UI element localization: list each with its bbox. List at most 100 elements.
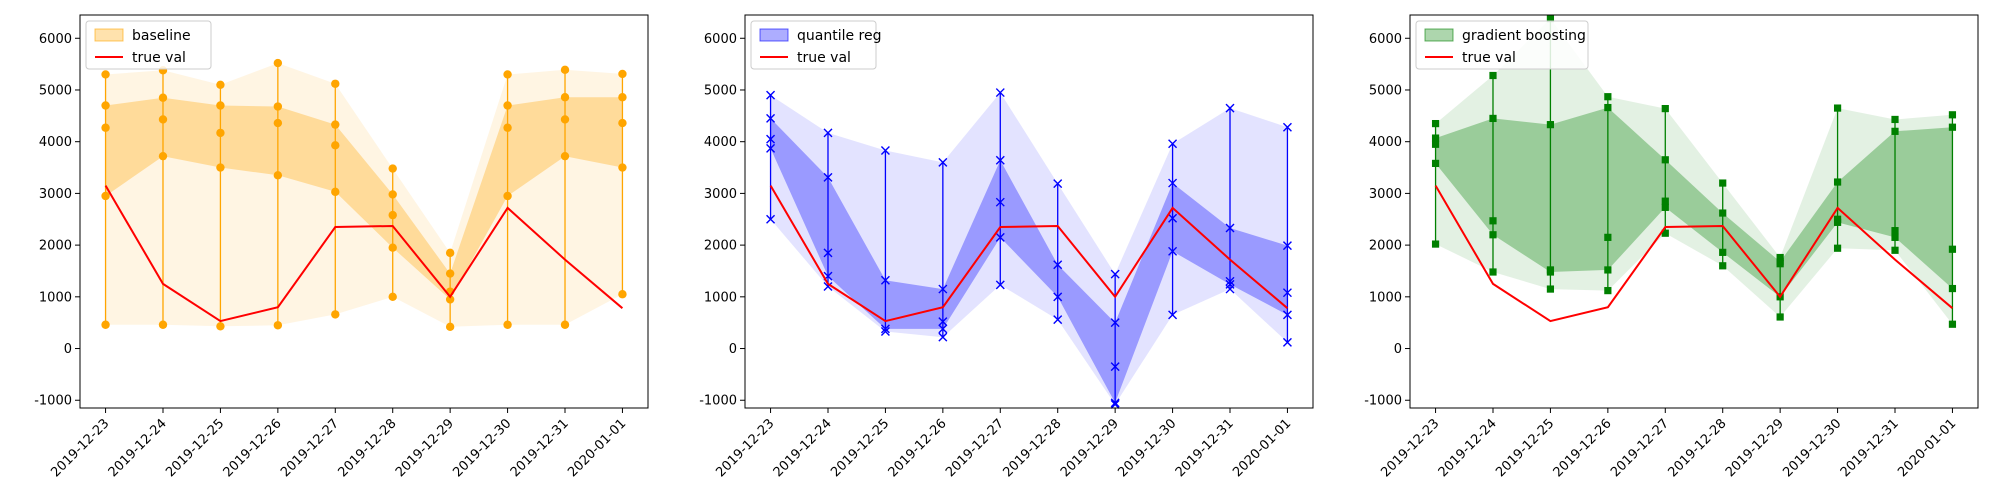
- quantile-point: [618, 163, 627, 172]
- axes-frame: [744, 14, 1314, 409]
- quantile-point: [1891, 115, 1899, 124]
- quantile-point: [1833, 215, 1842, 223]
- y-tick-label: 5000: [1369, 83, 1402, 98]
- x-tick-label: 2019-12-27: [943, 416, 1007, 480]
- y-tick-label: -1000: [1364, 394, 1402, 409]
- quantile-point: [503, 123, 512, 132]
- quantile-point: [995, 232, 1005, 242]
- legend-line-label: true val: [132, 50, 186, 66]
- quantile-point: [1546, 121, 1555, 129]
- quantile-point: [1719, 179, 1727, 187]
- quantile-point: [823, 281, 833, 291]
- quantile-point: [1225, 223, 1235, 233]
- quantile-point: [1604, 103, 1612, 112]
- chart-panel-1: -1000 0 1000 2000 3000 4000 5000 6000 2019-12-23…: [34, 14, 649, 480]
- legend-band-label: baseline: [132, 28, 191, 44]
- x-tick-label: 2020-01-01: [1230, 416, 1294, 480]
- quantile-point: [1604, 266, 1612, 274]
- quantile-point: [1948, 111, 1957, 119]
- quantile-point: [938, 324, 948, 334]
- quantile-point: [1891, 233, 1899, 241]
- quantile-point: [1661, 229, 1669, 237]
- quantile-point: [1546, 285, 1555, 293]
- quantile-point: [445, 248, 455, 258]
- quantile-point: [1719, 209, 1727, 217]
- x-tick-label: 2019-12-31: [1173, 416, 1237, 480]
- quantile-point: [1833, 178, 1842, 186]
- quantile-point: [618, 118, 627, 128]
- x-tick-label: 2019-12-29: [1058, 416, 1122, 480]
- quantile-point: [1604, 233, 1612, 241]
- quantile-point: [1948, 320, 1957, 328]
- quantile-point: [1431, 140, 1440, 148]
- y-tick-label: 5000: [704, 83, 737, 98]
- quantile-point: [1661, 156, 1669, 164]
- quantile-point: [560, 151, 570, 161]
- quantile-point: [273, 321, 283, 330]
- x-tick-label: 2019-12-25: [828, 416, 892, 480]
- quantile-point: [766, 143, 776, 153]
- quantile-point: [158, 115, 168, 124]
- x-tick-label: 2019-12-31: [508, 416, 572, 480]
- x-tick-label: 2019-12-25: [163, 416, 227, 480]
- quantile-point: [1833, 104, 1842, 112]
- quantile-point: [503, 320, 512, 329]
- quantile-point: [1546, 15, 1555, 23]
- x-tick-label: 2020-01-01: [1895, 416, 1959, 480]
- quantile-point: [1431, 240, 1440, 248]
- x-tick-label: 2019-12-23: [48, 416, 112, 480]
- x-tick-label: 2019-12-28: [1001, 416, 1065, 480]
- quantile-point: [1489, 231, 1497, 239]
- x-tick-label: 2019-12-31: [1838, 416, 1902, 480]
- x-tick-label: 2019-12-27: [1608, 416, 1672, 480]
- inner-interval-band: [105, 97, 623, 300]
- y-tick-label: 0: [64, 342, 72, 357]
- quantile-point: [1891, 127, 1899, 135]
- y-tick-label: 3000: [39, 187, 72, 202]
- quantile-point: [823, 128, 833, 138]
- quantile-point: [1110, 318, 1120, 328]
- quantile-point: [1053, 315, 1063, 325]
- quantile-point: [938, 317, 948, 327]
- y-tick-label: 6000: [1369, 32, 1402, 47]
- y-tick-label: 0: [1394, 342, 1402, 357]
- x-tick-label: 2019-12-23: [1378, 416, 1442, 480]
- quantile-point: [1661, 104, 1669, 113]
- x-tick-label: 2019-12-30: [450, 416, 514, 480]
- quantile-point: [445, 295, 455, 304]
- legend-band-label: quantile reg: [797, 28, 882, 44]
- quantile-point: [938, 284, 948, 294]
- quantile-point: [1110, 399, 1120, 409]
- quantile-point: [445, 269, 455, 278]
- quantile-point: [618, 93, 627, 102]
- quantile-point: [618, 290, 627, 299]
- quantile-point: [1891, 246, 1899, 254]
- y-tick-label: 0: [729, 342, 737, 357]
- quantile-point: [766, 214, 776, 224]
- quantile-point: [1489, 114, 1497, 123]
- quantile-point: [503, 101, 512, 110]
- legend-band-swatch: [759, 28, 789, 42]
- quantile-point: [880, 324, 890, 334]
- quantile-point: [101, 320, 110, 329]
- x-tick-label: 2019-12-29: [1723, 416, 1787, 480]
- quantile-point: [1776, 258, 1784, 266]
- quantile-point: [331, 120, 340, 129]
- quantile-point: [388, 190, 397, 199]
- quantile-point: [1225, 276, 1235, 286]
- quantile-point: [273, 58, 283, 68]
- quantile-point: [560, 320, 570, 329]
- quantile-point: [1110, 362, 1120, 372]
- quantile-point: [766, 134, 776, 144]
- quantile-point: [618, 69, 627, 79]
- y-tick-label: 1000: [1369, 290, 1402, 305]
- quantile-point: [1604, 287, 1612, 295]
- outer-interval-band: [770, 92, 1288, 405]
- quantile-point: [1489, 268, 1497, 276]
- y-tick-label: -1000: [699, 394, 737, 409]
- x-tick-label: 2019-12-23: [713, 416, 777, 480]
- quantile-point: [560, 115, 570, 124]
- x-tick-label: 2019-12-29: [393, 416, 457, 480]
- y-tick-label: 2000: [704, 239, 737, 254]
- quantile-point: [1168, 246, 1178, 256]
